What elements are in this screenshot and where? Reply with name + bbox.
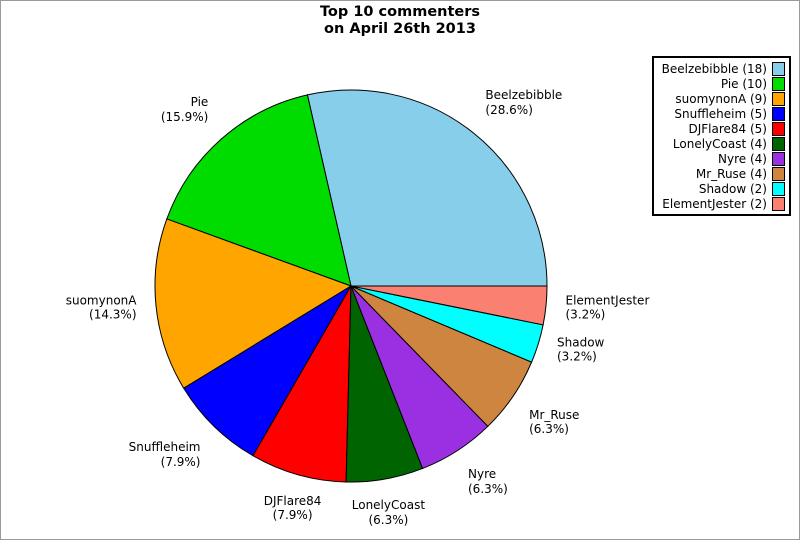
legend-item: DJFlare84 (5) — [662, 121, 785, 136]
slice-label-name: Shadow — [557, 335, 605, 349]
pie-slice-pie — [166, 94, 352, 287]
legend-item: Mr_Ruse (4) — [662, 166, 785, 181]
slice-label-name: Mr_Ruse — [529, 407, 580, 422]
legend-color-swatch — [772, 136, 785, 151]
legend-item: ElementJester (2) — [662, 196, 785, 211]
legend-item: Beelzebibble (18) — [662, 61, 785, 76]
slice-label-name: DJFlare84 — [263, 493, 322, 508]
slice-label-djflare84: DJFlare84 (7.9%) — [264, 494, 322, 523]
legend-item-label: Nyre (4) — [718, 151, 767, 166]
legend-color-swatch — [772, 91, 785, 106]
legend-item-label: ElementJester (2) — [662, 196, 767, 211]
legend-item-label: Pie (10) — [720, 76, 767, 91]
pie-slice-snuffleheim — [183, 285, 352, 457]
slice-label-elementjester: ElementJester (3.2%) — [566, 293, 650, 322]
slice-label-name: Beelzebibble — [485, 88, 563, 103]
legend-color-swatch — [772, 76, 785, 91]
chart-title: Top 10 commenters on April 26th 2013 — [1, 4, 799, 38]
chart-title-line2: on April 26th 2013 — [324, 21, 476, 37]
slice-label-pct: (3.2%) — [565, 307, 606, 322]
slice-label-snuffleheim: Snuffleheim (7.9%) — [129, 440, 201, 469]
legend-color-swatch — [772, 106, 785, 121]
pie-slice-djflare84 — [252, 285, 352, 483]
legend-item: Snuffleheim (5) — [662, 106, 785, 121]
legend-color-swatch — [772, 61, 785, 76]
slice-label-mr_ruse: Mr_Ruse (6.3%) — [529, 408, 579, 437]
slice-label-pct: (15.9%) — [160, 109, 209, 124]
legend-item-label: suomynonA (9) — [675, 91, 767, 106]
legend-color-swatch — [772, 151, 785, 166]
slice-label-pct: (6.3%) — [468, 481, 508, 496]
legend-item: suomynonA (9) — [662, 91, 785, 106]
pie-slice-suomynona — [154, 218, 353, 389]
legend-color-swatch — [772, 181, 785, 196]
legend-item: Pie (10) — [662, 76, 785, 91]
legend-item-label: Shadow (2) — [698, 181, 767, 196]
slice-label-pct: (3.2%) — [557, 349, 597, 364]
pie-slice-beelzebibble — [306, 89, 548, 287]
slice-label-shadow: Shadow (3.2%) — [557, 335, 604, 364]
legend: Beelzebibble (18) Pie (10) suomynonA (9) Sn… — [651, 56, 791, 216]
legend-item-label: Mr_Ruse (4) — [695, 166, 767, 181]
slice-label-pie: Pie (15.9%) — [161, 95, 208, 124]
legend-item-label: Snuffleheim (5) — [674, 106, 767, 121]
legend-item: Nyre (4) — [662, 151, 785, 166]
legend-color-swatch — [772, 196, 785, 211]
slice-label-name: Pie — [190, 95, 209, 110]
slice-label-name: suomynonA — [65, 293, 137, 307]
slice-label-pct: (7.9%) — [272, 508, 313, 522]
legend-item-label: Beelzebibble (18) — [661, 61, 767, 76]
chart-title-line1: Top 10 commenters — [319, 4, 481, 20]
legend-item-label: DJFlare84 (5) — [688, 121, 767, 136]
slice-label-lonelycoast: LonelyCoast (6.3%) — [352, 498, 425, 527]
slice-label-name: Nyre — [468, 467, 497, 482]
legend-color-swatch — [772, 121, 785, 136]
legend-item: Shadow (2) — [662, 181, 785, 196]
slice-label-pct: (28.6%) — [485, 102, 533, 117]
slice-label-name: Snuffleheim — [128, 440, 201, 455]
slice-label-name: LonelyCoast — [351, 498, 426, 513]
slice-label-name: ElementJester — [565, 293, 650, 307]
slice-label-pct: (6.3%) — [368, 512, 409, 527]
slice-label-pct: (14.3%) — [89, 307, 137, 322]
legend-item-label: LonelyCoast (4) — [672, 136, 767, 151]
slice-label-pct: (7.9%) — [160, 454, 201, 469]
legend-item: LonelyCoast (4) — [662, 136, 785, 151]
slice-label-pct: (6.3%) — [529, 422, 569, 436]
legend-color-swatch — [772, 166, 785, 181]
slice-label-nyre: Nyre (6.3%) — [468, 467, 508, 496]
pie-slice-elementjester — [350, 285, 548, 326]
slice-label-suomynona: suomynonA (14.3%) — [66, 293, 137, 322]
slice-label-beelzebibble: Beelzebibble (28.6%) — [485, 88, 562, 117]
